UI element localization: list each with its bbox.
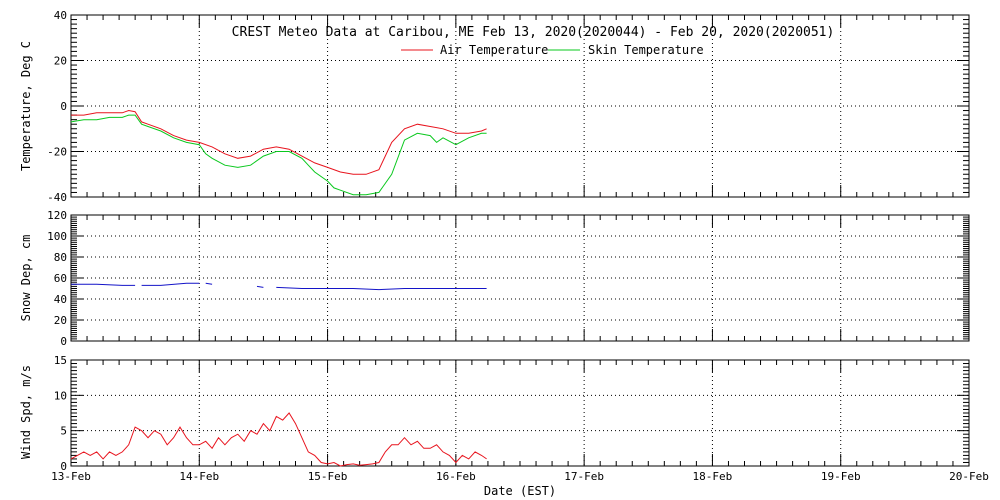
wind-ytick-label-0: 0 xyxy=(60,460,67,473)
snow-ytick-label-5: 100 xyxy=(47,230,67,243)
legend-skin-label: Skin Temperature xyxy=(588,43,704,57)
temperature-series-0-line-0 xyxy=(71,109,487,175)
temperature-ytick-label-0: -40 xyxy=(47,191,67,204)
chart-title: CREST Meteo Data at Caribou, ME Feb 13, … xyxy=(232,25,835,40)
temperature-axes: -40 -20 0 20 40 xyxy=(47,9,970,204)
wind-series xyxy=(70,412,487,467)
legend-air-label: Air Temperature xyxy=(440,43,548,57)
temperature-series xyxy=(70,109,487,196)
temperature-ylabel: Temperature, Deg C xyxy=(19,41,33,171)
snow-axes: 0 20 40 60 80 100 120 xyxy=(47,209,970,348)
snow-panel: Snow Dep, cm 0 20 40 60 80 100 120 xyxy=(19,209,970,348)
snow-series-0-line-1 xyxy=(141,282,200,286)
snow-ytick-label-4: 80 xyxy=(54,251,67,264)
snow-series-0-line-4 xyxy=(276,286,487,291)
snow-series-0-line-2 xyxy=(205,282,213,285)
x-tick-label-4: 17-Feb xyxy=(564,470,604,483)
temperature-panel: Temperature, Deg C -40 -20 0 20 40 xyxy=(19,9,970,204)
snow-series xyxy=(71,282,487,291)
x-tick-label-0: 13-Feb xyxy=(51,470,91,483)
snow-ylabel: Snow Dep, cm xyxy=(19,235,33,322)
x-tick-labels: 13-Feb 14-Feb 15-Feb 16-Feb 17-Feb 18-Feb 19-F… xyxy=(51,470,989,483)
x-tick-label-5: 18-Feb xyxy=(693,470,733,483)
wind-panel: Wind Spd, m/s 0 5 10 15 xyxy=(19,354,970,473)
x-tick-label-7: 20-Feb xyxy=(949,470,989,483)
temperature-ytick-label-3: 20 xyxy=(54,55,67,68)
temperature-ytick-label-4: 40 xyxy=(54,9,67,22)
wind-ytick-label-1: 5 xyxy=(60,425,67,438)
x-tick-label-3: 16-Feb xyxy=(436,470,476,483)
snow-ytick-label-3: 60 xyxy=(54,272,67,285)
x-tick-label-1: 14-Feb xyxy=(179,470,219,483)
wind-series-0-line-0 xyxy=(70,412,487,467)
temperature-ytick-label-2: 0 xyxy=(60,100,67,113)
snow-ytick-label-0: 0 xyxy=(60,335,67,348)
x-axis-label: Date (EST) xyxy=(484,484,556,498)
snow-ytick-label-6: 120 xyxy=(47,209,67,222)
snow-ytick-label-2: 40 xyxy=(54,293,67,306)
snow-series-0-line-3 xyxy=(256,285,264,288)
snow-ytick-label-1: 20 xyxy=(54,314,67,327)
temperature-series-1-line-0 xyxy=(70,114,487,196)
x-tick-label-2: 15-Feb xyxy=(308,470,348,483)
wind-ylabel: Wind Spd, m/s xyxy=(19,365,33,459)
temperature-ytick-label-1: -20 xyxy=(47,146,67,159)
snow-series-0-line-0 xyxy=(71,283,136,286)
wind-axes: 0 5 10 15 xyxy=(54,354,970,473)
wind-ytick-label-3: 15 xyxy=(54,354,67,367)
x-tick-label-6: 19-Feb xyxy=(821,470,861,483)
wind-frame xyxy=(70,359,970,467)
legend: Air Temperature Skin Temperature xyxy=(401,43,704,57)
wind-ytick-label-2: 10 xyxy=(54,389,67,402)
